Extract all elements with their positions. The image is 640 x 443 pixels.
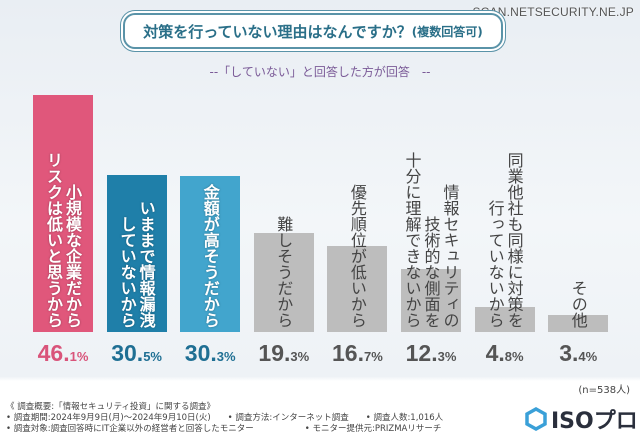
value-label: 3.4% bbox=[559, 340, 598, 366]
category-label: 同業他社も同様に対策を 行っていないから bbox=[485, 152, 524, 328]
watermark: SCAN.NETSECURITY.NE.JP bbox=[472, 5, 634, 19]
category-label: 優先順位が低いから bbox=[347, 184, 367, 328]
value-label: 19.3% bbox=[258, 340, 310, 366]
category-label: 難しそうだから bbox=[274, 216, 294, 328]
bar bbox=[474, 307, 535, 332]
bar bbox=[106, 175, 167, 332]
hexagon-logo-icon bbox=[525, 407, 547, 431]
value-label: 16.7% bbox=[332, 340, 383, 366]
title-main: 対策を行っていない理由はなんですか？ bbox=[143, 22, 412, 41]
value-label: 46.1% bbox=[37, 340, 89, 366]
bar bbox=[548, 314, 609, 332]
title-note: (複数回答可) bbox=[411, 24, 483, 39]
bar bbox=[33, 95, 93, 332]
logo: ISOプロ bbox=[525, 403, 638, 435]
bar bbox=[327, 246, 388, 332]
category-label: 金額が高そうだから bbox=[200, 184, 220, 328]
category-label: 情報セキュリティの 技術的な側面を 十分に理解できないから bbox=[402, 152, 460, 328]
bar bbox=[180, 176, 241, 332]
value-label: 12.3% bbox=[405, 340, 457, 366]
logo-text: ISOプロ bbox=[551, 409, 638, 434]
bar bbox=[253, 232, 314, 332]
value-label: 30.3% bbox=[184, 340, 236, 366]
category-label: 小規模な企業だから リスクは低いと思うから bbox=[44, 152, 82, 328]
category-label: その他 bbox=[568, 280, 588, 328]
footer-line: • 調査期間:2024年9月9日(月)～2024年9月10日(火) • 調査方法… bbox=[6, 413, 444, 423]
sample-size: (n=538人) bbox=[578, 385, 630, 396]
bar bbox=[401, 268, 461, 332]
value-label: 30.5% bbox=[111, 340, 162, 366]
chart-title: 対策を行っていない理由はなんですか？ (複数回答可) bbox=[123, 13, 503, 49]
subtitle: --「していない」と回答した方が回答 -- bbox=[209, 65, 431, 79]
value-label: 4.8% bbox=[485, 340, 524, 366]
footer-line: 《 調査概要:「情報セキュリティ投資」に関する調査》 bbox=[6, 402, 216, 412]
survey-footer: 《 調査概要:「情報セキュリティ投資」に関する調査》 • 調査期間:2024年9… bbox=[6, 402, 443, 435]
footer-line: • 調査対象:調査回答時にIT企業以外の経営者と回答したモニター • モニター提… bbox=[6, 424, 442, 434]
category-label: いままで情報漏洩 していないから bbox=[117, 200, 156, 328]
